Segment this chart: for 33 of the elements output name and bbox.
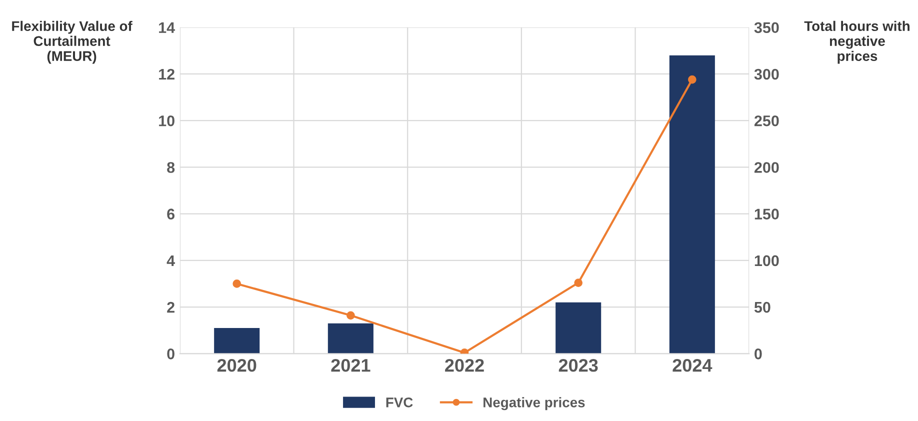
y2-tick-label: 100	[754, 255, 779, 266]
x-tick-label: 2020	[217, 358, 256, 372]
legend-label: FVC	[386, 398, 413, 408]
point	[688, 75, 696, 84]
y2-tick-label: 150	[754, 208, 779, 220]
y-tick-label: 0	[167, 348, 174, 360]
y-tick-label: 4	[166, 255, 175, 266]
y-tick-label: 10	[159, 115, 174, 126]
point	[232, 280, 242, 288]
y-tick-label: 2	[167, 302, 174, 313]
y2-tick-label: 250	[754, 115, 779, 126]
x-tick-label: 2024	[672, 358, 712, 372]
y2-tick-label: 300	[754, 68, 779, 80]
bar	[328, 323, 374, 354]
y-tick-label: 8	[167, 162, 175, 173]
y-axis-title: Flexibility Value of Curtailment (MEUR)	[12, 20, 132, 64]
point	[574, 278, 583, 287]
y2-tick-label: 0	[754, 348, 762, 360]
bar	[556, 302, 602, 354]
y2-axis-title: Total hours with negative prices	[804, 20, 910, 64]
x-tick-label: 2023	[558, 358, 598, 372]
y2-tick-label: 200	[754, 162, 779, 173]
x-tick-label: 2022	[445, 358, 484, 372]
y-tick-label: 6	[167, 208, 175, 220]
y2-tick-label: 50	[754, 302, 770, 313]
x-tick-label: 2021	[331, 358, 370, 372]
y-tick-label: 14	[159, 22, 175, 33]
y2-tick-label: 350	[754, 22, 779, 34]
bar	[214, 328, 260, 354]
y-tick-label: 12	[159, 68, 174, 80]
point	[346, 311, 355, 320]
legend-label: Negative prices	[484, 397, 585, 410]
bar	[669, 55, 715, 354]
